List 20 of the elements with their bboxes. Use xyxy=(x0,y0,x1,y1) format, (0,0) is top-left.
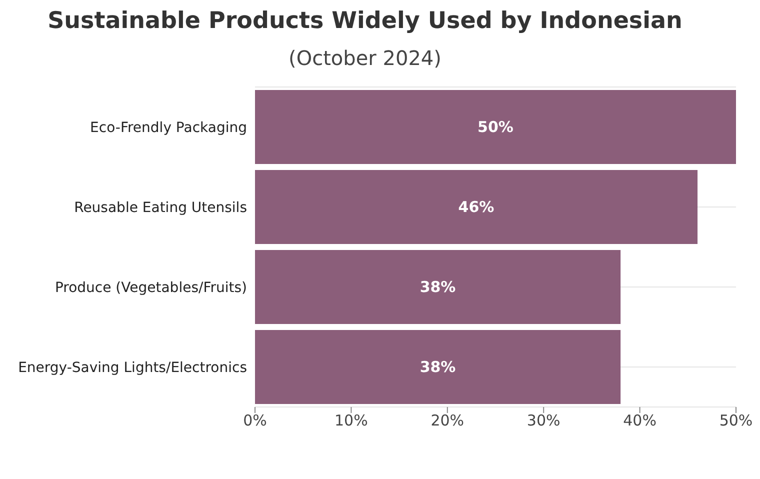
bar xyxy=(255,170,698,244)
y-tick-label: Energy-Saving Lights/Electronics xyxy=(18,360,247,376)
x-tick-label: 0% xyxy=(243,412,267,430)
x-tick-label: 40% xyxy=(623,412,656,430)
chart-subtitle: (October 2024) xyxy=(288,46,442,70)
x-tick-label: 20% xyxy=(430,412,464,430)
bar xyxy=(255,330,621,404)
x-tick-label: 50% xyxy=(719,412,753,430)
data-label: 50% xyxy=(478,118,514,136)
bar xyxy=(255,250,621,324)
data-label: 38% xyxy=(420,278,456,296)
chart-title: Sustainable Products Widely Used by Indonesian xyxy=(46,8,684,34)
x-tick-label: 30% xyxy=(526,412,560,430)
bar xyxy=(255,90,736,164)
data-label: 46% xyxy=(458,198,494,216)
y-tick-label: Reusable Eating Utensils xyxy=(74,200,247,216)
data-label: 38% xyxy=(420,358,456,376)
y-tick-label: Eco-Frendly Packaging xyxy=(90,120,247,136)
x-tick-label: 10% xyxy=(334,412,368,430)
y-tick-label: Produce (Vegetables/Fruits) xyxy=(54,280,247,296)
